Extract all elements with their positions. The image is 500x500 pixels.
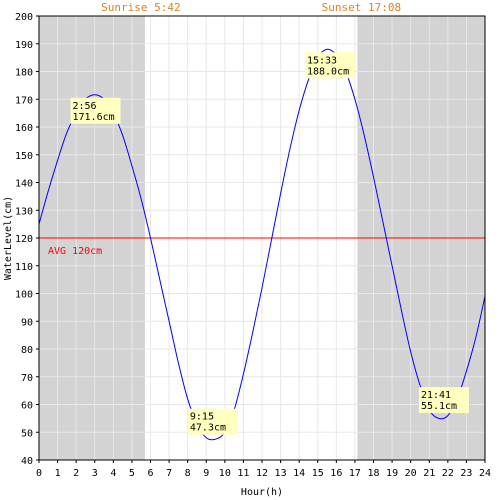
y-tick-label: 190: [15, 40, 33, 51]
x-tick-label: 13: [275, 468, 287, 479]
y-tick-label: 140: [15, 179, 33, 190]
annotation-level: 171.6cm: [73, 112, 115, 123]
annotation-time: 2:56: [73, 101, 97, 112]
y-tick-label: 100: [15, 290, 33, 301]
y-tick-label: 150: [15, 151, 33, 162]
annotation-time: 21:41: [421, 390, 451, 401]
y-tick-label: 120: [15, 234, 33, 245]
y-tick-label: 160: [15, 123, 33, 134]
x-tick-label: 6: [147, 468, 153, 479]
x-tick-label: 18: [367, 468, 379, 479]
y-tick-label: 200: [15, 12, 33, 23]
y-tick-label: 70: [21, 373, 33, 384]
x-tick-label: 9: [203, 468, 209, 479]
y-tick-label: 170: [15, 95, 33, 106]
x-tick-label: 12: [256, 468, 268, 479]
x-tick-label: 7: [166, 468, 172, 479]
x-tick-label: 0: [36, 468, 42, 479]
y-tick-label: 50: [21, 428, 33, 439]
x-tick-label: 3: [92, 468, 98, 479]
y-axis-label: WaterLevel(cm): [3, 196, 14, 280]
y-tick-label: 130: [15, 206, 33, 217]
y-tick-label: 40: [21, 456, 33, 467]
x-tick-label: 11: [237, 468, 249, 479]
annotation-box: [187, 408, 238, 435]
y-tick-label: 90: [21, 317, 33, 328]
average-label: AVG 120cm: [48, 246, 102, 257]
axis-layer: 0 1 2 3 4 5 6 7 8 9 10 11 12 13 14 15 16 17 18 19 20 21 22 23 24…: [15, 12, 491, 479]
annotation-box: [418, 387, 469, 414]
sunrise-label: Sunrise 5:42: [101, 1, 180, 14]
x-tick-label: 24: [479, 468, 491, 479]
y-tick-label: 180: [15, 68, 33, 79]
annotation-time: 9:15: [190, 412, 214, 423]
x-tick-label: 10: [219, 468, 231, 479]
annotation-time: 15:33: [307, 55, 337, 66]
x-tick-label: 8: [185, 468, 191, 479]
x-tick-label: 17: [349, 468, 361, 479]
x-tick-label: 4: [110, 468, 116, 479]
y-tick-label: 60: [21, 401, 33, 412]
annotation-level: 188.0cm: [307, 66, 349, 77]
x-tick-label: 14: [293, 468, 305, 479]
x-tick-label: 23: [460, 468, 472, 479]
x-tick-label: 19: [386, 468, 398, 479]
x-tick-label: 5: [129, 468, 135, 479]
y-tick-label: 110: [15, 262, 33, 273]
annotation-level: 47.3cm: [190, 423, 226, 434]
annotation-level: 55.1cm: [421, 401, 457, 412]
annotation-box: [70, 97, 121, 124]
x-axis-label: Hour(h): [241, 487, 283, 498]
x-tick-label: 2: [73, 468, 79, 479]
x-tick-label: 1: [55, 468, 61, 479]
x-tick-label: 20: [405, 468, 417, 479]
sunset-label: Sunset 17:08: [322, 1, 401, 14]
x-tick-label: 15: [312, 468, 324, 479]
x-tick-label: 16: [330, 468, 342, 479]
annotation-box: [304, 52, 355, 79]
x-tick-label: 22: [442, 468, 454, 479]
x-tick-label: 21: [423, 468, 435, 479]
y-tick-label: 80: [21, 345, 33, 356]
